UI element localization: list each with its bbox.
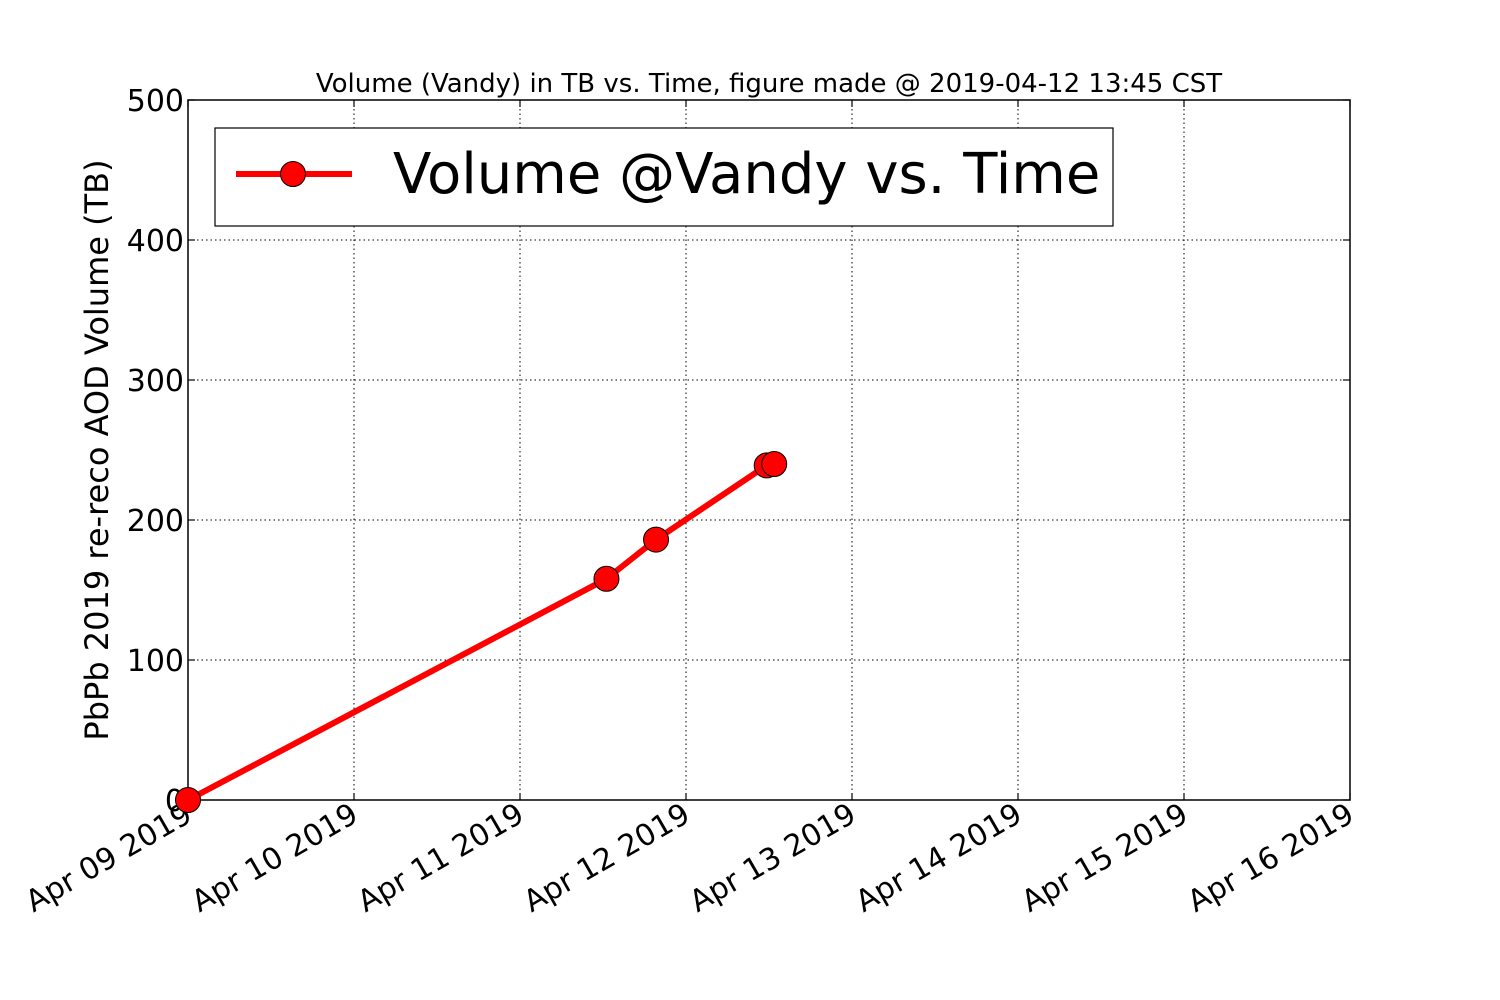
data-point [175,787,201,813]
y-tick-label: 100 [127,644,184,679]
x-tick-label: Apr 10 2019 [186,797,364,920]
legend-box [214,127,1114,227]
legend: Volume @Vandy vs. Time [214,127,1114,227]
x-tick-label: Apr 13 2019 [684,797,862,920]
x-tick-label: Apr 14 2019 [850,797,1028,920]
y-tick-label: 400 [127,224,184,259]
plot-frame [187,99,1351,801]
legend-marker [280,161,306,187]
series-layer [175,451,788,813]
grid-lines [188,100,1350,800]
y-tick-label: 500 [127,84,184,119]
x-tick-label: Apr 16 2019 [1182,797,1360,920]
y-tick-label: 300 [127,364,184,399]
data-point [593,565,620,592]
y-tick-label: 200 [127,504,184,539]
data-point [643,526,670,553]
data-point [761,451,788,477]
y-axis-label: PbPb 2019 re-reco AOD Volume (TB) [78,159,116,740]
chart-title: Volume (Vandy) in TB vs. Time, figure ma… [316,69,1222,99]
x-tick-label: Apr 11 2019 [352,797,530,920]
legend-label: Volume @Vandy vs. Time [393,142,1100,207]
x-tick-label: Apr 15 2019 [1016,797,1194,920]
x-tick-label: Apr 12 2019 [518,797,696,920]
